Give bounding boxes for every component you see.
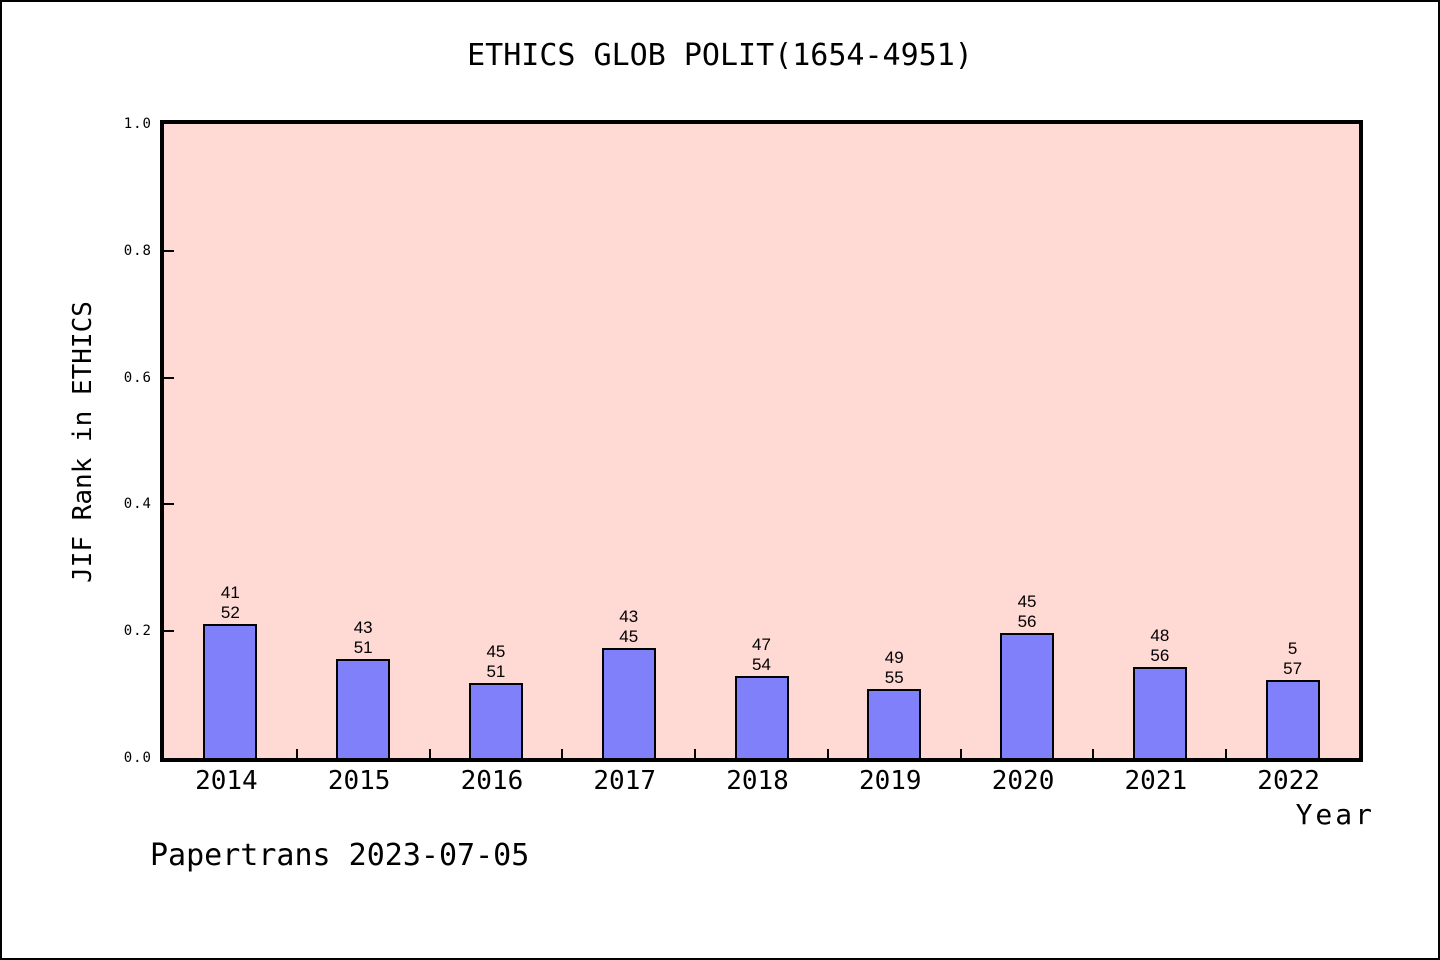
- bar-2014: [203, 624, 258, 758]
- y-tick-mark: [164, 250, 174, 252]
- plot-area: 41 52 43 51 45 51 43 45 47 54 49 55 45 56 48 56 5 57: [160, 120, 1363, 762]
- bar-value-label-2014: 41 52: [220, 583, 240, 622]
- bar-value-label-2018: 47 54: [752, 635, 771, 674]
- x-tick-label-2021: 2021: [1124, 766, 1188, 796]
- footer-watermark: Papertrans 2023-07-05: [150, 838, 530, 873]
- x-tick-label-2017: 2017: [593, 766, 657, 796]
- bar-2018: [734, 676, 789, 758]
- bar-2021: [1132, 667, 1187, 758]
- bar-value-label-2020: 45 56: [1017, 592, 1037, 631]
- x-tick-mark: [827, 749, 829, 758]
- x-tick-label-2015: 2015: [327, 766, 391, 796]
- y-tick-label-0.8: 0.8: [123, 243, 152, 259]
- y-tick-mark: [164, 503, 174, 505]
- x-tick-mark: [694, 749, 696, 758]
- x-tick-mark: [960, 749, 962, 758]
- x-tick-label-2020: 2020: [991, 766, 1055, 796]
- bar-2015: [336, 659, 391, 758]
- x-tick-mark: [561, 749, 563, 758]
- y-tick-mark: [164, 630, 174, 632]
- y-axis-title: JIF Rank in ETHICS: [68, 301, 98, 583]
- bar-2019: [867, 689, 922, 758]
- x-tick-mark: [1225, 749, 1227, 758]
- y-tick-label-0.0: 0.0: [123, 750, 152, 766]
- y-tick-label-1.0: 1.0: [123, 116, 152, 132]
- bar-value-label-2017: 43 45: [619, 607, 639, 646]
- bar-2016: [468, 683, 523, 758]
- x-tick-mark: [296, 749, 298, 758]
- bar-value-label-2019: 49 55: [884, 648, 904, 687]
- x-tick-label-2022: 2022: [1257, 766, 1320, 796]
- chart-title: ETHICS GLOB POLIT(1654-4951): [467, 38, 973, 73]
- y-tick-mark: [164, 377, 174, 379]
- y-tick-label-0.2: 0.2: [123, 623, 152, 639]
- x-tick-label-2014: 2014: [195, 766, 258, 796]
- bar-2022: [1265, 680, 1320, 758]
- x-tick-label-2018: 2018: [726, 766, 789, 796]
- y-tick-label-0.4: 0.4: [123, 496, 152, 512]
- bar-value-label-2022: 5 57: [1283, 639, 1303, 678]
- x-tick-label-2016: 2016: [460, 766, 524, 796]
- bar-value-label-2021: 48 56: [1150, 626, 1170, 665]
- x-axis-title: Year: [1295, 798, 1375, 831]
- x-axis-tick-labels: 2014 2015 2016 2017 2018 2019 2020 2021 2022: [160, 766, 1363, 800]
- x-tick-mark: [429, 749, 431, 758]
- bar-value-label-2016: 45 51: [486, 642, 506, 681]
- bar-2020: [1000, 633, 1055, 758]
- x-tick-label-2019: 2019: [858, 766, 922, 796]
- y-tick-label-0.6: 0.6: [123, 370, 152, 386]
- bar-2017: [601, 648, 656, 758]
- x-tick-mark: [1092, 749, 1094, 758]
- bar-value-label-2015: 43 51: [353, 618, 373, 657]
